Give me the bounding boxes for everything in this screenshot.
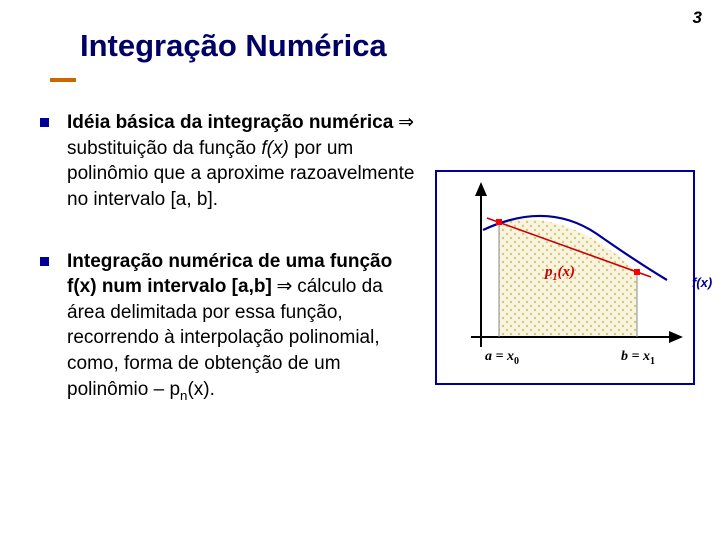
fx-label: f(x) <box>692 275 712 290</box>
marker-b <box>634 269 640 275</box>
diagram-svg: p1(x) a = x0 b = x1 <box>437 172 693 383</box>
bullet-2-post: (x). <box>187 379 214 400</box>
b-label: b = x1 <box>621 349 655 367</box>
bullet-2-arrow: ⇒ <box>272 276 297 297</box>
bullet-icon <box>40 118 49 127</box>
bullet-1-lead: Idéia básica da integração numérica <box>67 112 393 133</box>
bullet-item-1: Idéia básica da integração numérica ⇒ su… <box>40 110 420 213</box>
a-label: a = x0 <box>485 349 519 367</box>
page-number: 3 <box>693 8 702 28</box>
bullet-icon <box>40 257 49 266</box>
bullet-1-fx: f(x) <box>261 138 288 159</box>
content-area: Idéia básica da integração numérica ⇒ su… <box>40 110 420 441</box>
integration-diagram: p1(x) a = x0 b = x1 <box>435 170 695 385</box>
bullet-text-2: Integração numérica de uma função f(x) n… <box>67 249 420 405</box>
bullet-text-1: Idéia básica da integração numérica ⇒ su… <box>67 110 420 213</box>
bullet-1-pre: substituição da função <box>67 138 261 159</box>
title-accent <box>50 78 76 82</box>
slide-title: Integração Numérica <box>80 28 387 64</box>
bullet-1-arrow: ⇒ <box>393 112 414 133</box>
bullet-item-2: Integração numérica de uma função f(x) n… <box>40 249 420 405</box>
marker-a <box>496 219 502 225</box>
